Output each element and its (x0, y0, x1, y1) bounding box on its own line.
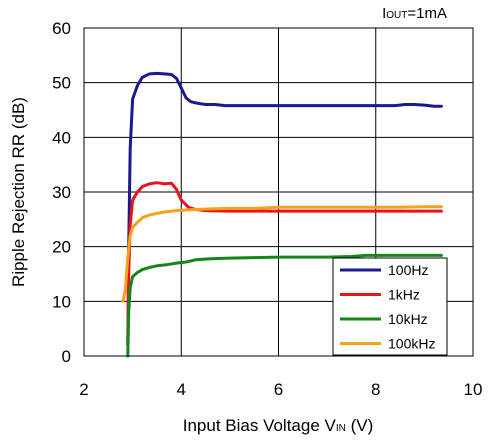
series-line-10khz (126, 253, 443, 358)
legend-label-10khz: 10kHz (388, 311, 428, 327)
y-tick-labels: 0 10 20 30 40 50 60 (52, 19, 71, 366)
x-tick-label: 6 (274, 380, 283, 399)
series-lines (121, 71, 443, 358)
y-tick-label: 60 (52, 19, 71, 38)
series-line-1khz (126, 181, 443, 347)
series-line-100khz (121, 205, 443, 303)
legend: 100Hz 1kHz 10kHz 100kHz (332, 257, 448, 356)
series-line-100hz (126, 71, 443, 347)
x-tick-label: 8 (371, 380, 380, 399)
y-tick-label: 30 (52, 183, 71, 202)
condition-label: IOUT=1mA (382, 5, 447, 22)
y-tick-label: 50 (52, 74, 71, 93)
x-tick-label: 4 (177, 380, 186, 399)
x-tick-label: 2 (79, 380, 88, 399)
y-tick-label: 10 (52, 292, 71, 311)
x-axis-title: Input Bias Voltage VIN (V) (183, 416, 374, 435)
y-axis-title: Ripple Rejection RR (dB) (9, 97, 28, 287)
plot-frame (83, 27, 474, 357)
legend-box (332, 257, 448, 356)
x-tick-labels: 2 4 6 8 10 (79, 380, 482, 399)
x-tick-label: 10 (464, 380, 483, 399)
legend-label-1khz: 1kHz (388, 287, 420, 303)
y-tick-label: 0 (62, 347, 71, 366)
y-tick-label: 40 (52, 128, 71, 147)
legend-label-100hz: 100Hz (388, 262, 428, 278)
legend-label-100khz: 100kHz (388, 336, 435, 352)
y-tick-label: 20 (52, 238, 71, 257)
